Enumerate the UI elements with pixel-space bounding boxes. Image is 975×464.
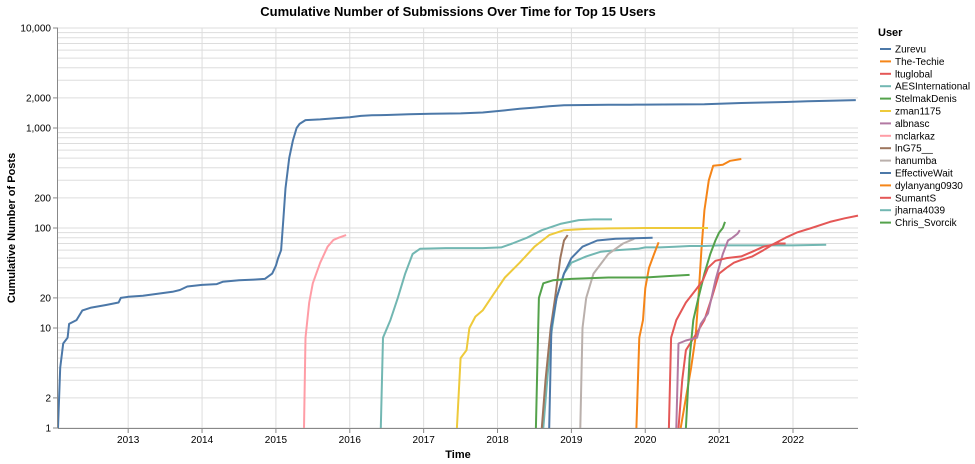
y-tick-label: 10,000 (20, 24, 51, 35)
x-tick-label: 2015 (265, 435, 288, 446)
series-line-effectivewait (548, 236, 653, 429)
series-line-lng75- (540, 234, 569, 429)
legend-title: User (878, 27, 903, 39)
y-tick-label: 2 (45, 393, 51, 404)
x-tick-label: 2021 (708, 435, 731, 446)
legend-label: EffectiveWait (895, 169, 953, 180)
legend-label: StelmakDenis (895, 94, 957, 105)
series-line-dylanyang0930 (635, 241, 660, 429)
grid (58, 27, 858, 429)
y-tick-label: 1 (45, 424, 51, 435)
series-line-sumants (667, 242, 786, 429)
series-line-zurevu (57, 99, 856, 429)
chart-title: Cumulative Number of Submissions Over Ti… (260, 4, 655, 19)
y-tick-label: 100 (34, 224, 51, 235)
legend-label: AESInternational (895, 82, 970, 93)
series-line-the-techie (679, 158, 742, 429)
legend-label: jharna4039 (894, 206, 945, 217)
y-tick-label: 1,000 (26, 124, 51, 135)
x-tick-label: 2017 (413, 435, 436, 446)
y-tick-label: 10 (40, 324, 52, 335)
y-tick-label: 200 (34, 193, 51, 204)
x-tick-label: 2019 (560, 435, 583, 446)
legend-label: dylanyang0930 (895, 181, 963, 192)
series-line-mclarkaz (303, 234, 347, 429)
legend-label: Zurevu (895, 45, 926, 56)
x-tick-label: 2014 (191, 435, 214, 446)
series-line-chris-svorcik (534, 273, 690, 429)
legend-label: ltuglobal (895, 69, 932, 80)
series-line-albnasc (675, 229, 741, 429)
legend-label: mclarkaz (895, 131, 935, 142)
x-tick-label: 2018 (486, 435, 509, 446)
legend-label: albnasc (895, 119, 929, 130)
series-lines (57, 99, 859, 429)
series-line-jharna4039 (379, 218, 612, 429)
legend-label: lnG75__ (895, 144, 933, 155)
legend-label: The-Techie (895, 57, 945, 68)
series-line-ltuglobal (677, 214, 859, 429)
y-tick-label: 20 (40, 293, 52, 304)
x-tick-label: 2016 (339, 435, 362, 446)
legend-label: zman1175 (895, 107, 941, 118)
axes: 1 2 10 20 100 200 1,000 2,000 10,000 2013 2014 2015… (20, 24, 858, 446)
legend-label: hanumba (895, 156, 937, 167)
legend-label: Chris_Svorcik (895, 218, 958, 229)
y-axis-title: Cumulative Number of Posts (6, 153, 18, 303)
series-line-hanumba (579, 237, 635, 429)
series-line-zman1175 (455, 227, 708, 429)
x-axis-title: Time (445, 449, 470, 461)
x-tick-label: 2022 (782, 435, 805, 446)
x-tick-label: 2020 (634, 435, 657, 446)
x-tick-label: 2013 (117, 435, 140, 446)
y-tick-label: 2,000 (26, 93, 51, 104)
legend-label: SumantS (895, 193, 936, 204)
